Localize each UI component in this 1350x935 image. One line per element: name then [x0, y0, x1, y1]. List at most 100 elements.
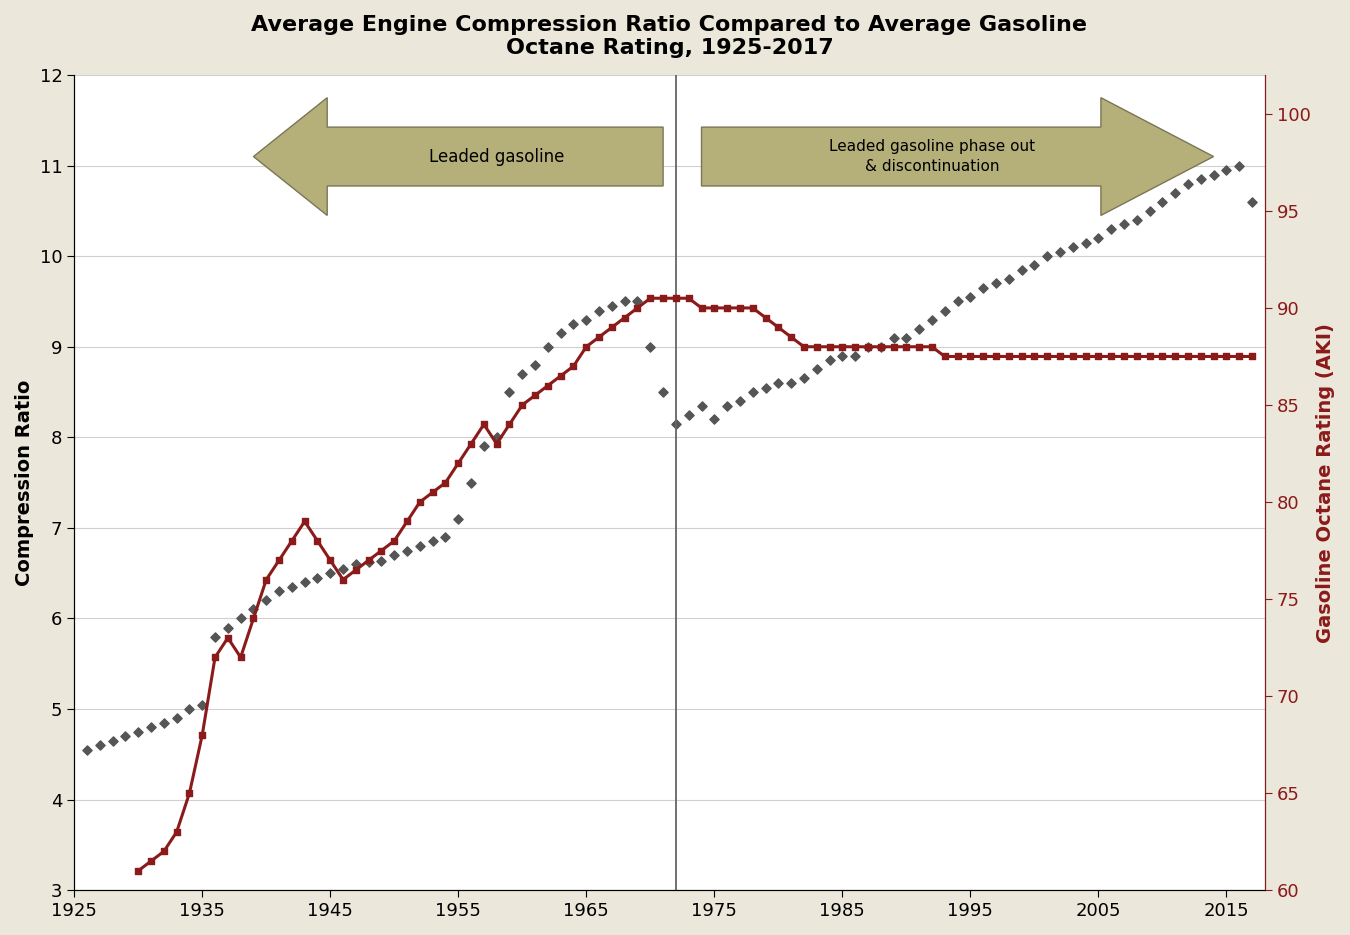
Point — [869, 339, 891, 354]
Point — [397, 514, 418, 529]
Point — [717, 300, 738, 315]
Point — [346, 563, 367, 578]
Point — [640, 339, 662, 354]
Point — [447, 511, 468, 526]
Point — [294, 575, 316, 590]
Point — [626, 300, 648, 315]
Point — [166, 825, 188, 840]
Point — [153, 715, 174, 730]
Point — [192, 697, 213, 712]
Point — [883, 330, 905, 345]
Point — [230, 611, 251, 626]
Point — [166, 711, 188, 726]
Point — [792, 339, 814, 354]
Point — [1164, 349, 1185, 364]
Point — [703, 300, 725, 315]
Point — [934, 303, 956, 318]
Point — [409, 495, 431, 510]
Point — [1114, 217, 1135, 232]
Point — [780, 376, 802, 391]
Point — [626, 294, 648, 309]
Point — [1075, 349, 1096, 364]
Point — [1049, 349, 1071, 364]
Point — [397, 543, 418, 558]
Polygon shape — [254, 97, 663, 215]
Point — [537, 339, 559, 354]
Point — [486, 437, 508, 452]
Point — [614, 310, 636, 325]
Point — [921, 339, 942, 354]
Point — [717, 398, 738, 413]
Point — [1062, 239, 1084, 254]
Point — [127, 725, 148, 740]
Point — [1100, 349, 1122, 364]
Point — [243, 611, 265, 626]
Point — [678, 408, 699, 423]
Point — [447, 455, 468, 470]
Point — [76, 742, 97, 757]
Point — [435, 529, 456, 544]
Polygon shape — [702, 97, 1214, 215]
Point — [332, 572, 354, 587]
Point — [818, 339, 840, 354]
Y-axis label: Compression Ratio: Compression Ratio — [15, 380, 34, 586]
Point — [204, 650, 225, 665]
Point — [472, 417, 494, 432]
Point — [1203, 167, 1224, 182]
Point — [115, 728, 136, 743]
Point — [946, 349, 968, 364]
Text: Leaded gasoline: Leaded gasoline — [429, 148, 564, 165]
Point — [792, 371, 814, 386]
Point — [652, 291, 674, 306]
Point — [320, 553, 342, 568]
Point — [1164, 185, 1185, 200]
Point — [883, 339, 905, 354]
Point — [832, 349, 853, 364]
Point — [857, 339, 879, 354]
Point — [524, 357, 545, 372]
Point — [575, 312, 597, 327]
Point — [934, 349, 956, 364]
Point — [1023, 349, 1045, 364]
Point — [549, 368, 571, 383]
Point — [512, 367, 533, 381]
Point — [421, 485, 443, 500]
Point — [512, 397, 533, 412]
Point — [998, 349, 1019, 364]
Point — [1088, 231, 1110, 246]
Point — [1023, 258, 1045, 273]
Point — [589, 303, 610, 318]
Point — [818, 352, 840, 367]
Point — [1139, 204, 1161, 219]
Point — [1177, 349, 1199, 364]
Point — [127, 863, 148, 878]
Point — [1126, 349, 1147, 364]
Point — [1037, 349, 1058, 364]
Point — [780, 329, 802, 344]
Point — [101, 733, 123, 748]
Point — [472, 439, 494, 453]
Point — [960, 349, 981, 364]
Point — [666, 416, 687, 431]
Point — [537, 378, 559, 393]
Point — [946, 294, 968, 309]
Point — [601, 298, 622, 313]
Point — [1215, 163, 1237, 178]
Point — [358, 554, 379, 569]
Point — [729, 394, 751, 409]
Point — [498, 384, 520, 399]
Point — [806, 339, 828, 354]
Point — [1189, 172, 1211, 187]
Point — [921, 312, 942, 327]
Point — [844, 339, 865, 354]
Point — [743, 300, 764, 315]
Point — [306, 533, 328, 548]
Point — [909, 321, 930, 336]
Point — [320, 566, 342, 581]
Point — [1152, 349, 1173, 364]
Point — [1139, 349, 1161, 364]
Point — [986, 276, 1007, 291]
Point — [844, 349, 865, 364]
Point — [255, 593, 277, 608]
Text: Leaded gasoline phase out
& discontinuation: Leaded gasoline phase out & discontinuat… — [829, 139, 1035, 174]
